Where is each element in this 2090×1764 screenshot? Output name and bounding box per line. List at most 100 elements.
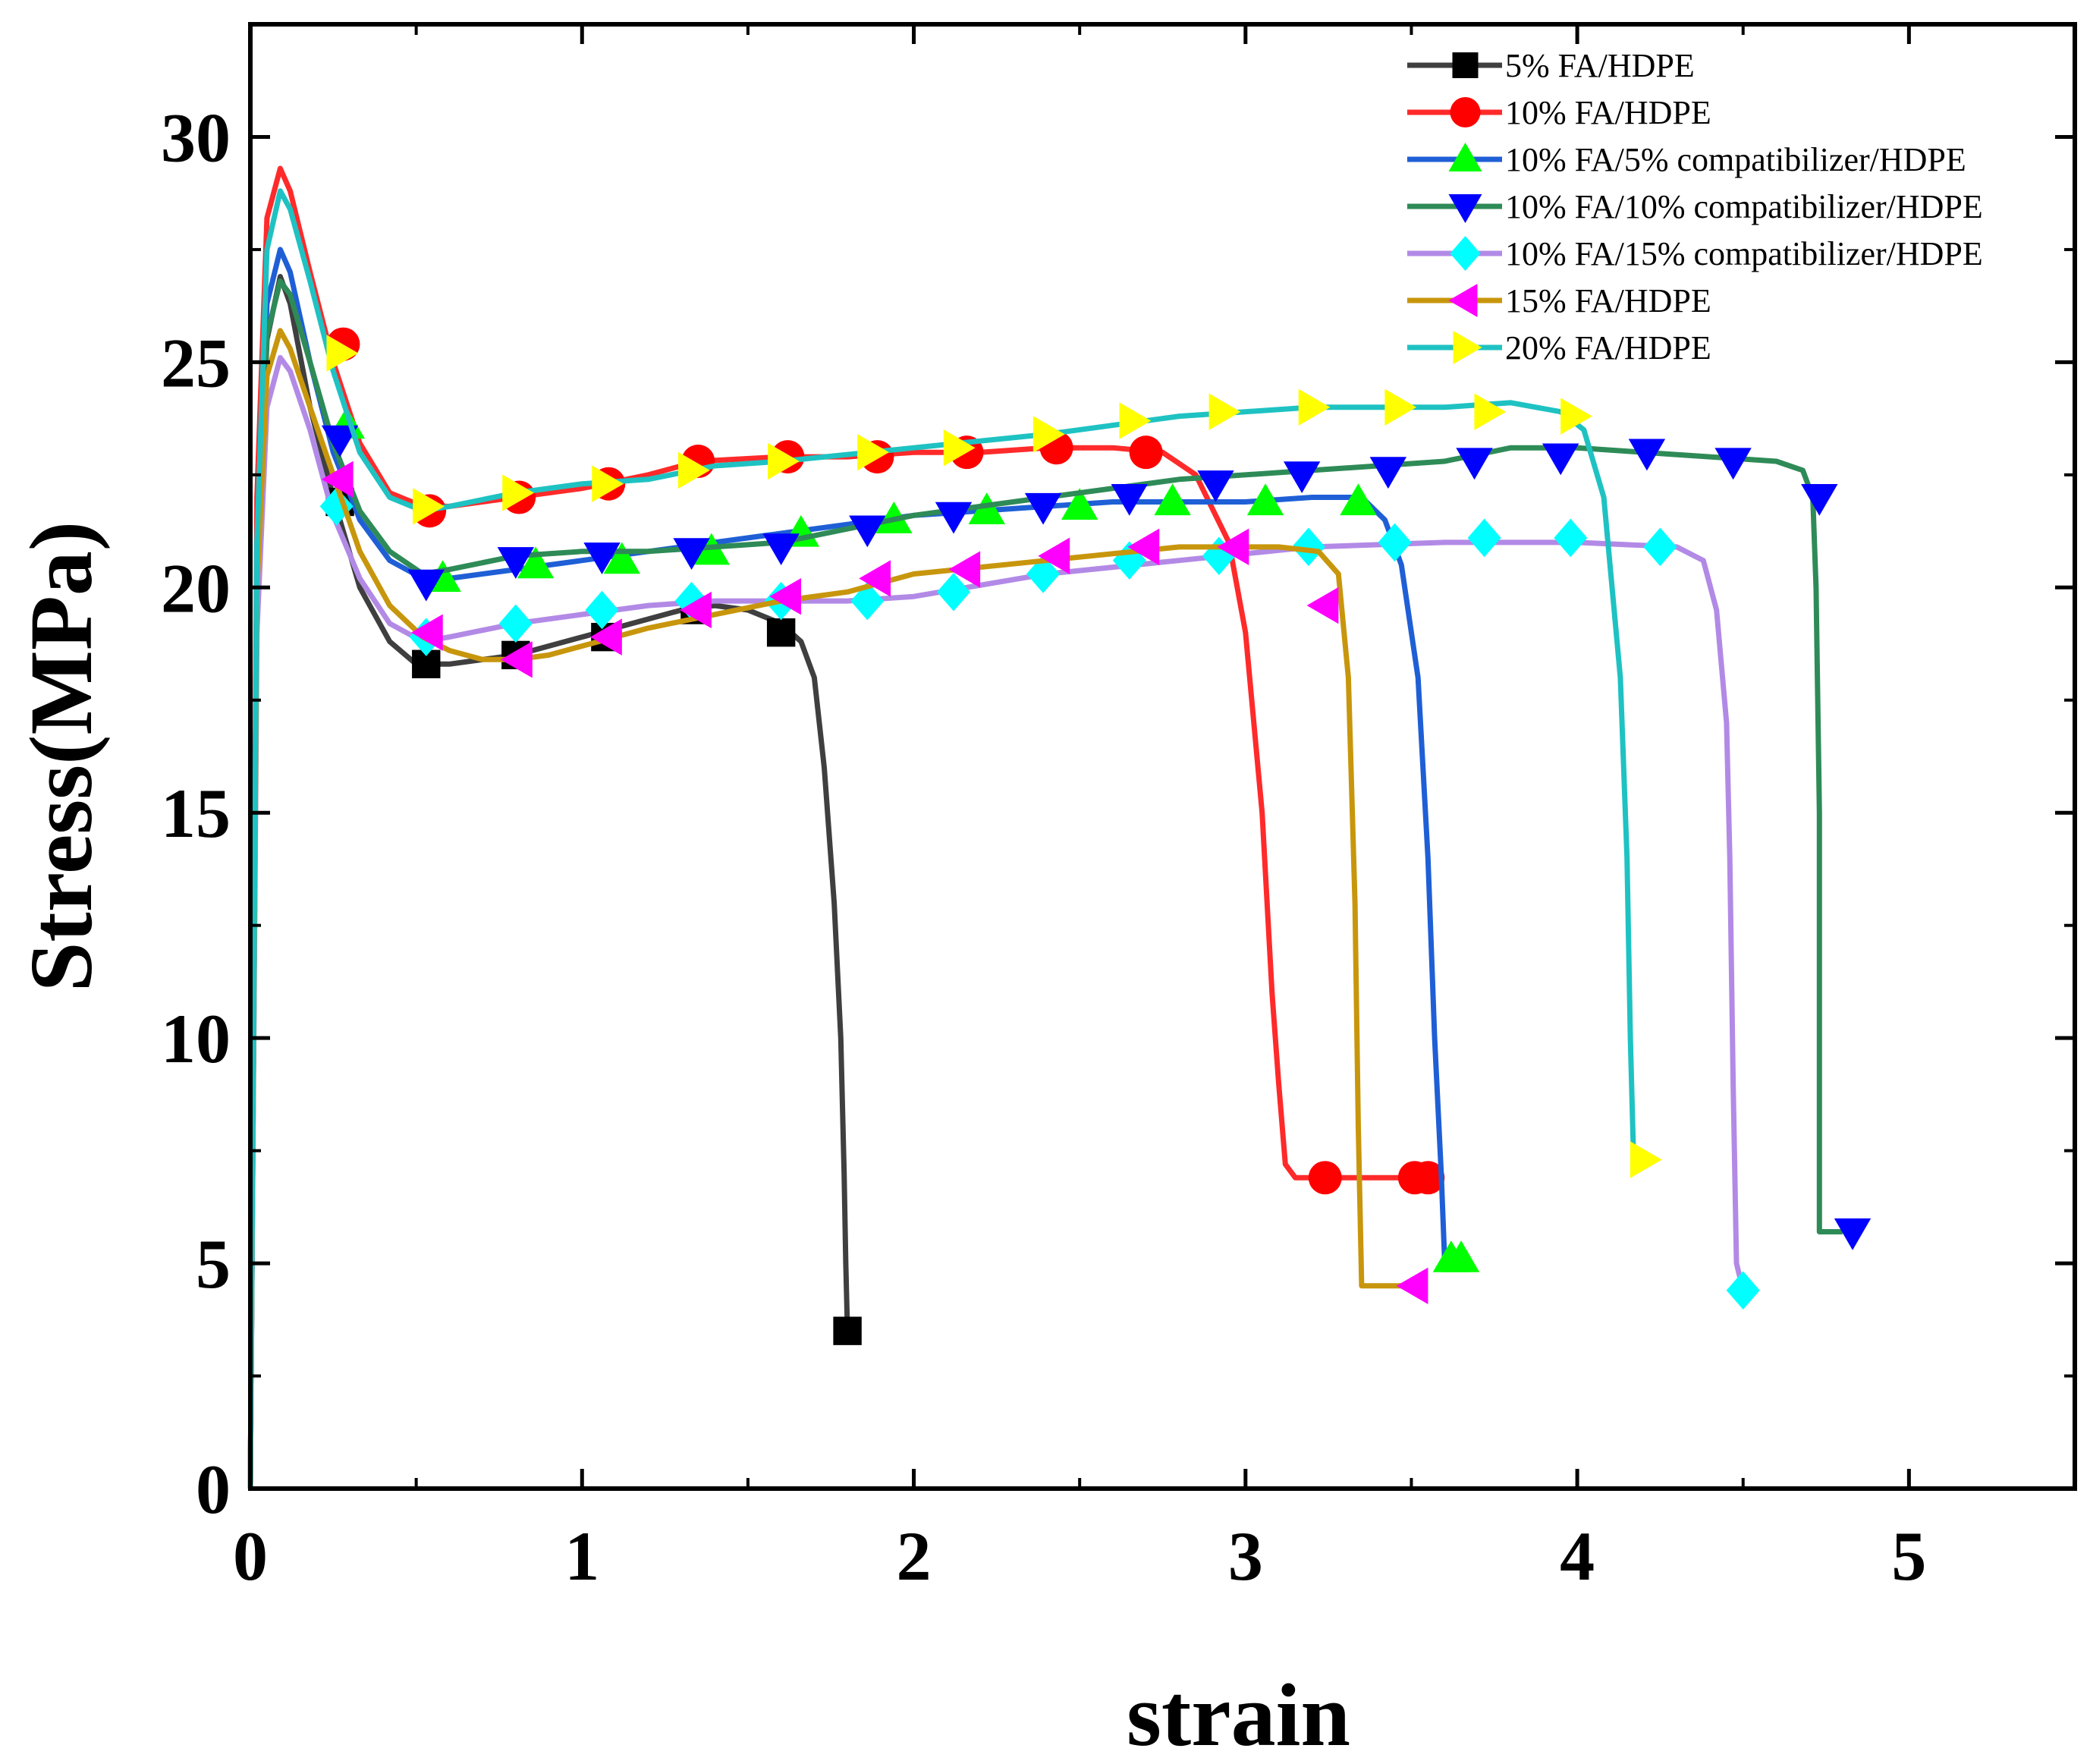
data-point-marker: [1467, 518, 1501, 558]
legend-item: 5% FA/HDPE: [1407, 47, 1695, 84]
data-point-marker: [498, 604, 533, 643]
data-point-marker: [768, 442, 800, 480]
x-tick-label: 4: [1560, 1517, 1595, 1595]
series-4: [247, 278, 1872, 1489]
data-point-marker: [497, 547, 535, 579]
legend: 5% FA/HDPE 10% FA/HDPE 10% FA/5% compatibi…: [1407, 47, 1983, 366]
data-point-marker: [1369, 457, 1407, 489]
y-tick-label: 30: [161, 99, 231, 176]
data-point-marker: [762, 533, 800, 566]
x-tick-label: 0: [233, 1517, 268, 1595]
data-point-marker: [766, 618, 796, 647]
legend-item: 15% FA/HDPE: [1407, 282, 1711, 319]
legend-marker: [1448, 284, 1478, 317]
data-point-marker: [1834, 1218, 1872, 1250]
series-line: [247, 278, 1843, 1489]
data-point-marker: [1197, 470, 1234, 502]
series-7: [247, 188, 1662, 1489]
data-point-marker: [583, 542, 621, 574]
y-tick-label: 0: [196, 1451, 231, 1528]
data-point-marker: [833, 1316, 862, 1345]
data-point-marker: [1061, 488, 1098, 520]
legend-label: 15% FA/HDPE: [1505, 282, 1711, 319]
data-point-marker: [857, 433, 889, 471]
data-point-marker: [1298, 388, 1331, 426]
data-point-marker: [1308, 1161, 1342, 1195]
data-point-marker: [407, 569, 445, 602]
plot-frame: [248, 22, 2077, 1491]
legend-label: 10% FA/5% compatibilizer/HDPE: [1505, 141, 1966, 178]
legend-item: 20% FA/HDPE: [1407, 329, 1711, 366]
data-point-marker: [1217, 528, 1249, 566]
data-point-marker: [1474, 393, 1507, 430]
data-point-marker: [410, 614, 443, 651]
data-point-marker: [500, 641, 533, 678]
data-point-marker: [1396, 1267, 1428, 1304]
data-point-marker: [1032, 416, 1065, 453]
data-point-marker: [592, 465, 624, 502]
data-point-marker: [1628, 439, 1666, 471]
y-tick-label: 15: [161, 775, 231, 852]
legend-marker: [1448, 143, 1482, 171]
data-point-marker: [1714, 448, 1752, 480]
data-point-marker: [1554, 518, 1588, 558]
data-point-marker: [1411, 1161, 1445, 1195]
x-tick-label: 5: [1891, 1517, 1926, 1595]
data-point-marker: [1127, 528, 1160, 566]
data-point-marker: [677, 451, 710, 489]
data-point-marker: [859, 560, 891, 597]
data-point-marker: [1560, 398, 1592, 435]
data-point-marker: [1801, 483, 1838, 516]
data-point-marker: [1129, 435, 1163, 470]
data-point-marker: [935, 502, 973, 534]
data-point-marker: [680, 591, 712, 629]
legend-label: 20% FA/HDPE: [1505, 329, 1711, 366]
legend-item: 10% FA/5% compatibilizer/HDPE: [1407, 141, 1966, 178]
data-point-marker: [326, 335, 359, 372]
data-point-marker: [1630, 1141, 1662, 1178]
x-tick-label: 3: [1228, 1517, 1263, 1595]
data-point-marker: [1542, 443, 1579, 476]
legend-label: 5% FA/HDPE: [1505, 47, 1695, 84]
legend-marker: [1450, 97, 1481, 127]
y-tick-label: 25: [161, 324, 231, 401]
data-point-marker: [1340, 483, 1377, 516]
data-point-marker: [943, 429, 976, 467]
data-point-marker: [1111, 483, 1148, 516]
legend-marker: [1450, 236, 1481, 271]
legend-item: 10% FA/HDPE: [1407, 94, 1711, 131]
data-point-marker: [1456, 448, 1493, 480]
series-6: [247, 328, 1428, 1489]
data-point-marker: [849, 515, 886, 548]
data-point-marker: [769, 577, 801, 615]
data-point-marker: [1038, 537, 1070, 574]
series-line: [247, 188, 1644, 1489]
data-point-marker: [1246, 483, 1284, 516]
legend-label: 10% FA/15% compatibilizer/HDPE: [1505, 235, 1983, 272]
data-point-marker: [1283, 461, 1321, 494]
data-point-marker: [1154, 483, 1191, 516]
data-point-marker: [585, 590, 619, 630]
data-point-marker: [590, 618, 622, 656]
data-point-marker: [1119, 402, 1152, 439]
data-point-marker: [948, 551, 981, 588]
x-tick-label: 2: [897, 1517, 932, 1595]
x-tick-label: 1: [564, 1517, 599, 1595]
data-point-marker: [1442, 1240, 1480, 1272]
data-point-marker: [603, 542, 640, 574]
data-point-marker: [1384, 388, 1417, 426]
y-tick-label: 20: [161, 549, 231, 627]
y-axis-title: Stress(MPa): [11, 521, 111, 992]
series-layer: [247, 165, 1872, 1489]
data-point-marker: [502, 474, 535, 511]
legend-marker: [1453, 331, 1482, 364]
data-point-marker: [1726, 1271, 1760, 1310]
legend-label: 10% FA/HDPE: [1505, 94, 1711, 131]
data-point-marker: [1024, 492, 1062, 525]
data-point-marker: [1208, 393, 1241, 430]
data-point-marker: [413, 488, 445, 525]
data-point-marker: [937, 572, 971, 612]
ticks-layer: 0 1 2 3 4 5 0 5 10 15 20 25 30: [161, 24, 2076, 1595]
